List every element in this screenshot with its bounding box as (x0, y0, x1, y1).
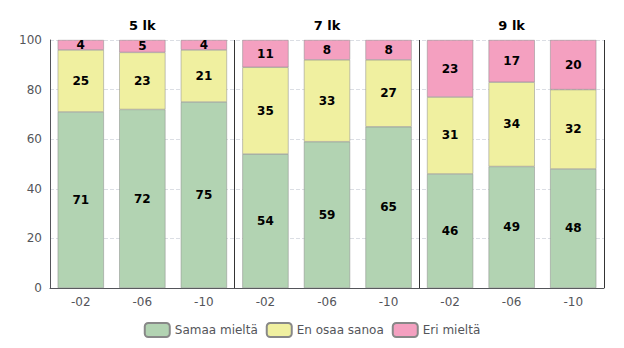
svg-text:20: 20 (27, 231, 42, 245)
svg-text:-06: -06 (502, 295, 522, 309)
svg-text:Eri mieltä: Eri mieltä (423, 323, 480, 337)
svg-text:-10: -10 (563, 295, 583, 309)
svg-text:27: 27 (380, 86, 397, 100)
svg-text:9 lk: 9 lk (498, 18, 525, 33)
svg-text:-10: -10 (379, 295, 399, 309)
svg-text:33: 33 (319, 94, 336, 108)
svg-text:-06: -06 (317, 295, 337, 309)
svg-text:5: 5 (138, 39, 146, 53)
svg-text:35: 35 (257, 104, 274, 118)
svg-text:-02: -02 (256, 295, 276, 309)
svg-text:59: 59 (319, 208, 336, 222)
svg-text:Samaa mieltä: Samaa mieltä (175, 323, 258, 337)
svg-text:25: 25 (72, 74, 89, 88)
svg-text:-10: -10 (194, 295, 214, 309)
svg-text:71: 71 (72, 193, 89, 207)
svg-text:8: 8 (384, 43, 392, 57)
svg-text:21: 21 (196, 69, 213, 83)
svg-text:20: 20 (565, 58, 582, 72)
svg-text:75: 75 (196, 188, 213, 202)
svg-text:46: 46 (442, 224, 459, 238)
svg-text:100: 100 (19, 33, 42, 47)
svg-text:5 lk: 5 lk (129, 18, 156, 33)
svg-text:32: 32 (565, 122, 582, 136)
svg-text:49: 49 (503, 220, 520, 234)
svg-text:17: 17 (503, 54, 520, 68)
svg-text:-02: -02 (440, 295, 460, 309)
svg-text:4: 4 (77, 38, 85, 52)
svg-text:8: 8 (323, 43, 331, 57)
svg-text:80: 80 (27, 83, 42, 97)
svg-text:11: 11 (257, 47, 274, 61)
svg-text:-02: -02 (71, 295, 91, 309)
svg-text:0: 0 (34, 281, 42, 295)
svg-text:54: 54 (257, 214, 274, 228)
svg-text:23: 23 (442, 62, 459, 76)
svg-text:31: 31 (442, 128, 459, 142)
svg-text:En osaa sanoa: En osaa sanoa (297, 323, 384, 337)
svg-text:40: 40 (27, 182, 42, 196)
svg-text:7 lk: 7 lk (314, 18, 341, 33)
svg-text:72: 72 (134, 192, 151, 206)
svg-text:65: 65 (380, 200, 397, 214)
svg-text:34: 34 (503, 117, 520, 131)
svg-text:60: 60 (27, 132, 42, 146)
svg-text:23: 23 (134, 74, 151, 88)
svg-text:-06: -06 (133, 295, 153, 309)
svg-text:4: 4 (200, 38, 208, 52)
svg-text:48: 48 (565, 221, 582, 235)
